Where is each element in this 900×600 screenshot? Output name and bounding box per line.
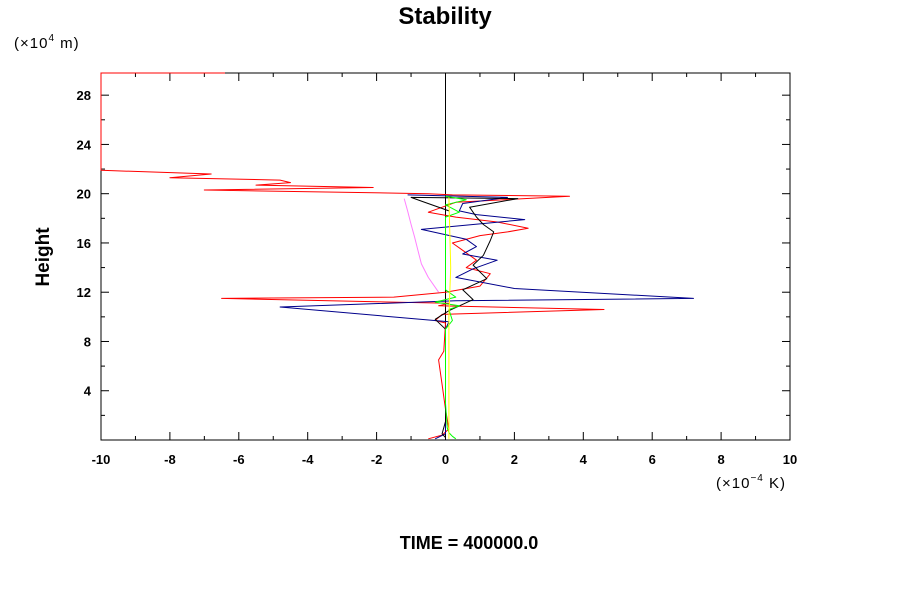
y-tick-label: 24 — [77, 137, 92, 152]
x-tick-label: -4 — [302, 452, 314, 467]
x-tick-label: 4 — [580, 452, 588, 467]
time-footer: TIME = 400000.0 — [400, 533, 539, 553]
y-tick-label: 20 — [77, 187, 91, 202]
series-line-2 — [279, 194, 694, 440]
y-unit-exponent: 4 — [48, 33, 55, 44]
series-line-3 — [410, 196, 519, 438]
y-tick-label: 4 — [84, 384, 92, 399]
series-line-5 — [434, 195, 467, 440]
x-unit-suffix: K) — [764, 475, 786, 492]
y-unit-suffix: m) — [55, 35, 80, 52]
x-tick-label: -2 — [371, 452, 383, 467]
x-unit-exponent: −4 — [750, 473, 763, 484]
x-tick-label: 8 — [717, 452, 724, 467]
x-tick-label: 6 — [649, 452, 656, 467]
x-tick-label: -8 — [164, 452, 176, 467]
y-tick-label: 16 — [77, 236, 91, 251]
series-line-1 — [100, 72, 605, 440]
x-tick-label: -10 — [92, 452, 111, 467]
y-tick-label: 12 — [77, 285, 91, 300]
y-axis-label: Height — [33, 227, 54, 287]
y-tick-label: 8 — [84, 334, 91, 349]
x-unit-prefix: (×10 — [716, 475, 750, 492]
y-unit-prefix: (×10 — [14, 35, 48, 52]
series-line-6 — [448, 197, 452, 439]
x-tick-label: 0 — [442, 452, 449, 467]
x-tick-label: -6 — [233, 452, 245, 467]
y-unit-label: (×104 m) — [14, 33, 80, 52]
series-line-4 — [403, 198, 440, 293]
x-tick-label: 2 — [511, 452, 518, 467]
chart-title: Stability — [398, 3, 492, 30]
x-unit-label: (×10−4 K) — [716, 473, 786, 492]
y-tick-label: 28 — [77, 88, 91, 103]
x-tick-label: 10 — [783, 452, 797, 467]
